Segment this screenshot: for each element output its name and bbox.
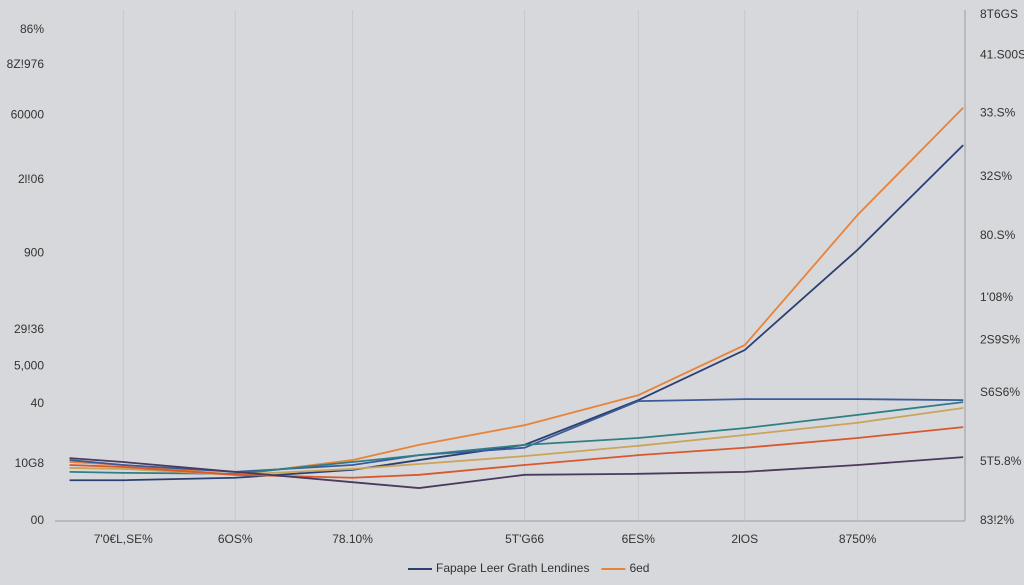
series-line [69,398,964,473]
y2-tick-label: 80.S% [980,228,1016,242]
series-line [69,401,964,475]
y2-tick-label: 41.S00S [980,47,1024,61]
series-line [69,107,964,476]
series-line [69,456,964,489]
legend-label: 6ed [629,561,649,575]
y-tick-label: 900 [24,245,44,259]
y-tick-label: 5,000 [14,358,44,372]
y-tick-label: 40 [31,396,45,410]
x-tick-label: 6ES% [622,532,656,546]
x-tick-label: 8750% [839,532,877,546]
y-tick-label: 00 [31,513,45,527]
y2-tick-label: S6S6% [980,385,1020,399]
y-tick-label: 8Z!976 [7,57,45,71]
x-tick-label: 2lOS [731,532,758,546]
y-tick-label: 29!36 [14,322,44,336]
x-tick-label: 7'0€L,SE% [94,532,153,546]
x-tick-label: 6OS% [218,532,253,546]
legend-label: Fapape Leer Grath Lendines [436,561,589,575]
y-tick-label: 86% [20,22,44,36]
y-tick-label: 2l!06 [18,172,44,186]
y2-tick-label: 83!2% [980,513,1014,527]
y2-tick-label: 32S% [980,169,1012,183]
series-line [69,426,964,479]
series-line [69,144,964,482]
y2-tick-label: 2S9S% [980,332,1020,346]
y2-tick-label: 5T5.8% [980,454,1022,468]
x-tick-label: 5T'G66 [505,532,544,546]
series-line [69,407,964,476]
y-tick-label: 60000 [11,107,45,121]
y2-tick-label: 8T6GS [980,7,1018,21]
y2-tick-label: 1'08% [980,290,1013,304]
y2-tick-label: 33.S% [980,105,1016,119]
x-tick-label: 78.10% [332,532,373,546]
y-tick-label: 10G8 [15,456,45,470]
